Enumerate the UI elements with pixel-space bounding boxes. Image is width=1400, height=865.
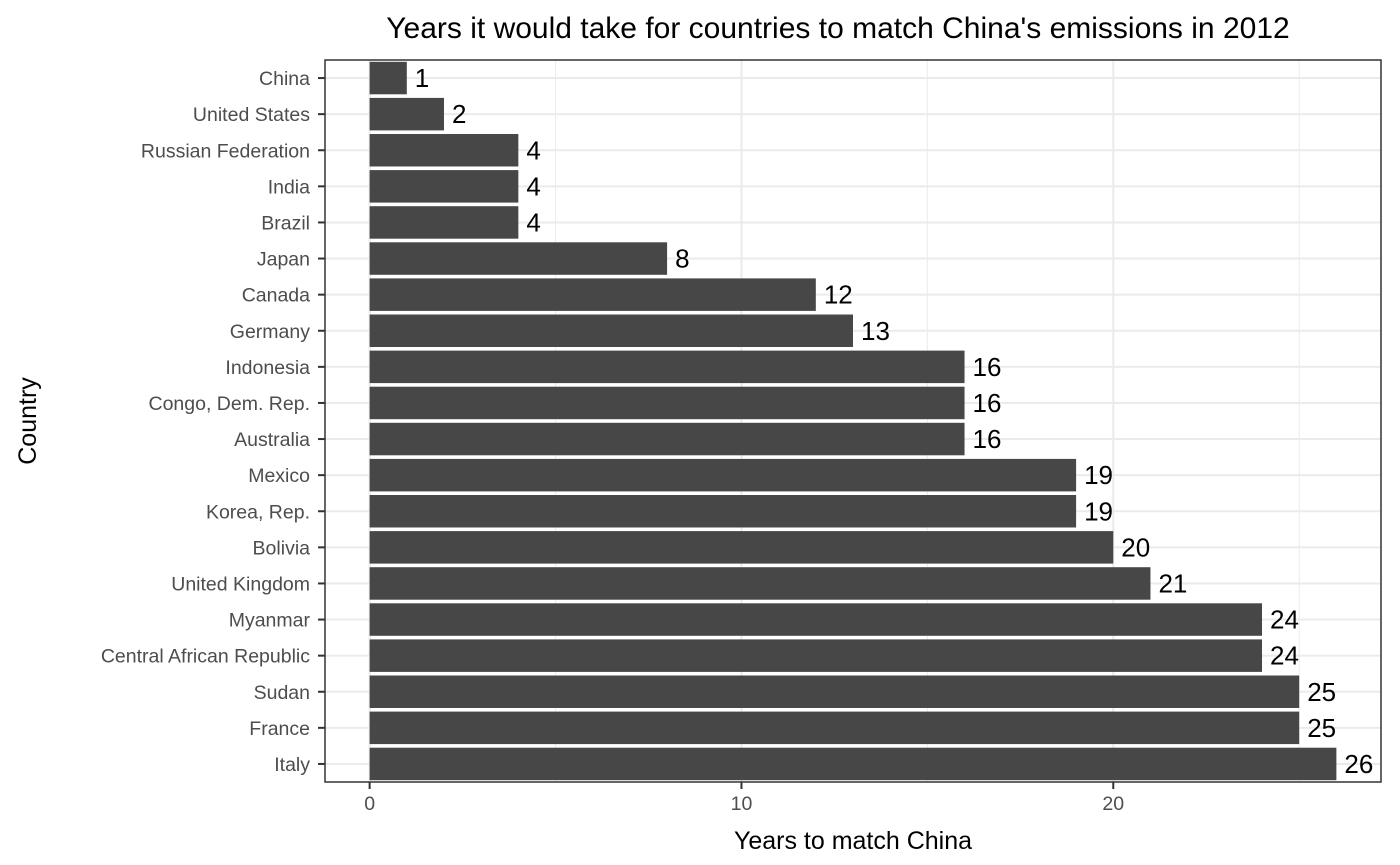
bar — [369, 97, 444, 131]
bar — [369, 314, 853, 347]
chart-title: Years it would take for countries to mat… — [386, 12, 1289, 45]
y-tick-label: Sudan — [254, 682, 310, 704]
y-tick-label: Italy — [274, 754, 310, 776]
bar-value-label: 20 — [1121, 532, 1150, 562]
bar — [369, 134, 519, 167]
bar-value-label: 1 — [415, 63, 429, 93]
y-tick-label: Canada — [242, 285, 310, 307]
bar-value-label: 4 — [526, 135, 540, 165]
bar-value-label: 4 — [526, 171, 540, 201]
bar-value-label: 2 — [452, 99, 466, 129]
x-tick-label: 10 — [731, 793, 753, 815]
bar — [369, 531, 1114, 564]
y-tick-label: Russian Federation — [141, 140, 310, 162]
bar — [369, 386, 965, 420]
bar-value-label: 4 — [526, 207, 540, 237]
bar-value-label: 16 — [973, 352, 1002, 382]
bar — [369, 350, 965, 384]
y-tick-label: Mexico — [248, 465, 310, 487]
bar — [369, 170, 519, 203]
bar-value-label: 12 — [824, 280, 853, 310]
panel-border — [324, 59, 1382, 783]
bar — [369, 711, 1300, 745]
bar — [369, 422, 965, 456]
panel-background — [325, 60, 1381, 782]
bar-value-label: 25 — [1307, 677, 1336, 707]
bar-value-label: 21 — [1158, 568, 1187, 598]
bar — [369, 567, 1151, 600]
bar-value-label: 19 — [1084, 496, 1113, 526]
y-tick-label: Japan — [257, 249, 310, 271]
x-tick-label: 20 — [1102, 793, 1124, 815]
bar — [369, 747, 1337, 781]
x-tick-label: 0 — [364, 793, 375, 815]
bar — [369, 458, 1077, 492]
y-tick-label: Myanmar — [229, 610, 311, 632]
y-tick-label: Indonesia — [225, 357, 310, 379]
y-tick-label: China — [259, 68, 310, 90]
bar — [369, 278, 816, 311]
bar-value-label: 26 — [1344, 749, 1373, 779]
bar — [369, 603, 1263, 636]
bar — [369, 675, 1300, 708]
y-axis-title: Country — [14, 377, 42, 465]
bar-value-label: 24 — [1270, 605, 1299, 635]
bar — [369, 242, 668, 275]
y-tick-label: Bolivia — [253, 537, 311, 559]
bar-value-label: 16 — [973, 424, 1002, 454]
y-tick-label: Brazil — [261, 212, 310, 234]
y-tick-label: France — [249, 718, 310, 740]
bar-value-label: 8 — [675, 244, 689, 274]
bar — [369, 639, 1263, 672]
bar-value-label: 13 — [861, 316, 890, 346]
bar-layer — [369, 61, 1337, 781]
y-tick-label: United States — [193, 104, 310, 126]
y-tick-label: Congo, Dem. Rep. — [149, 393, 311, 415]
bar — [369, 61, 407, 95]
bar-value-label: 16 — [973, 388, 1002, 418]
bar — [369, 206, 519, 239]
bar-value-label: 24 — [1270, 641, 1299, 671]
y-tick-label: Germany — [230, 321, 310, 343]
bar-value-label: 19 — [1084, 460, 1113, 490]
axis-layer: China United States Russian Federation Indi… — [101, 59, 1382, 815]
x-axis-title: Years to match China — [734, 827, 972, 855]
y-tick-label: Australia — [234, 429, 310, 451]
y-tick-label: India — [268, 176, 310, 198]
y-tick-label: United Kingdom — [171, 573, 310, 595]
bar-value-label: 25 — [1307, 713, 1336, 743]
y-tick-label: Central African Republic — [101, 646, 310, 668]
y-tick-label: Korea, Rep. — [206, 501, 310, 523]
bar — [369, 495, 1077, 528]
grid-layer — [325, 60, 1381, 782]
